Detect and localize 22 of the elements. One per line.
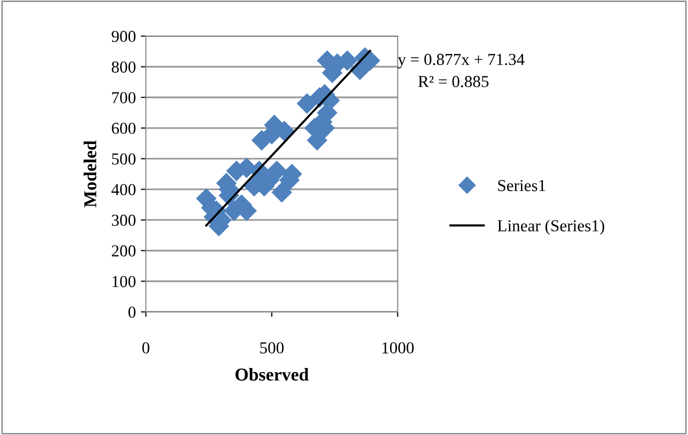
y-tick-label: 100	[112, 276, 136, 288]
x-tick-label: 1000	[382, 342, 414, 354]
y-tick-label: 300	[112, 214, 136, 226]
y-axis-title: Modeled	[84, 140, 96, 208]
y-tick-label: 200	[112, 245, 136, 257]
x-axis-title: Observed	[236, 368, 309, 381]
text: y = 0.877x + 71.34	[398, 54, 525, 68]
text: R² = 0.885	[418, 76, 489, 88]
y-tick-label: 700	[112, 92, 136, 104]
legend-label: Series1	[498, 180, 546, 192]
y-tick-label: 0	[128, 306, 136, 318]
y-tick-label: 800	[112, 61, 136, 73]
point	[296, 93, 318, 114]
y-tick-label: 900	[112, 30, 136, 42]
x-tick-label: 0	[142, 342, 150, 354]
y-tick-label: 500	[112, 153, 136, 165]
x-tick-label: 500	[260, 342, 284, 354]
y-tick-label: 400	[111, 184, 136, 196]
y-tick-label: 600	[112, 122, 136, 134]
point	[272, 182, 292, 203]
point	[266, 160, 288, 182]
legend-label: Linear (Series1)	[498, 220, 604, 235]
